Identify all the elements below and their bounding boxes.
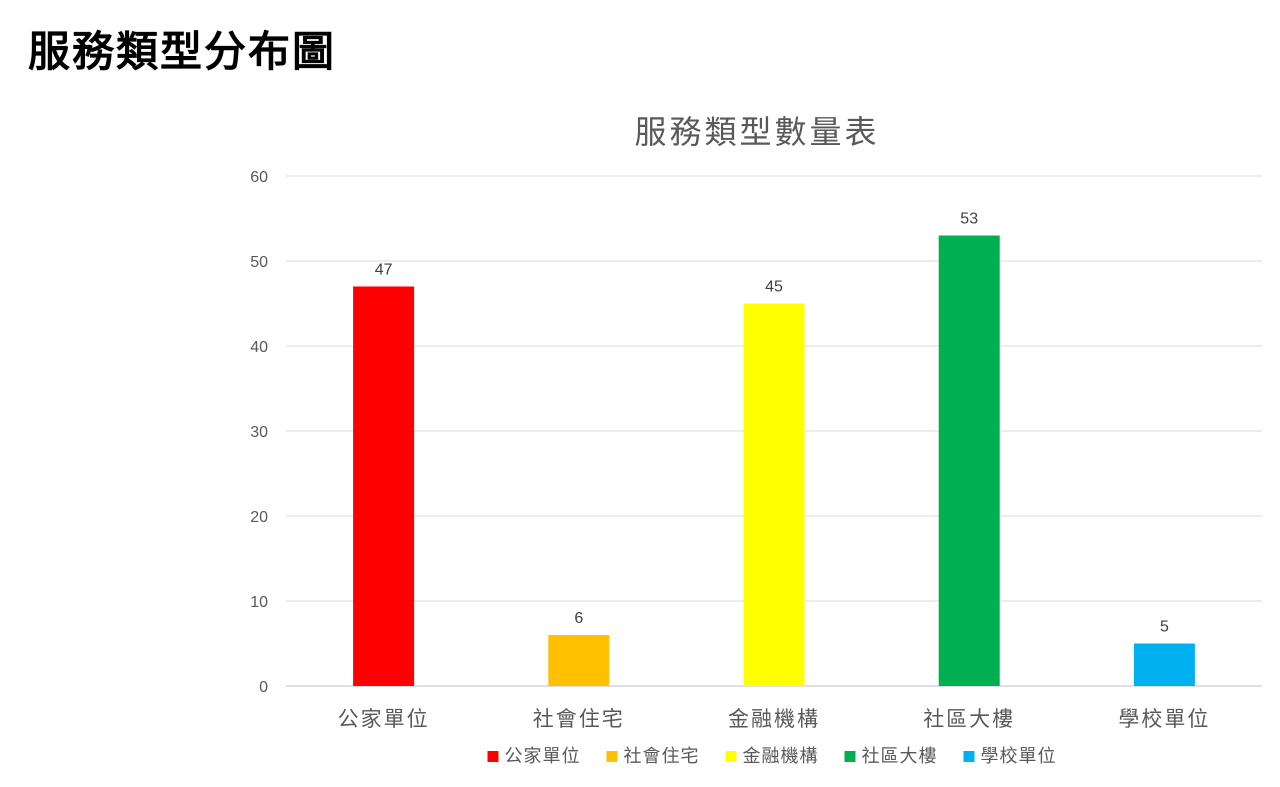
x-axis-categories: 公家單位 社會住宅 金融機構 社區大樓 學校單位 <box>338 707 1210 731</box>
category-label: 社會住宅 <box>533 707 625 731</box>
category-label: 學校單位 <box>1118 707 1210 731</box>
y-tick-label: 40 <box>250 339 268 356</box>
category-label: 公家單位 <box>338 707 430 731</box>
category-label: 金融機構 <box>728 707 820 731</box>
legend-swatch <box>725 751 737 762</box>
data-label: 45 <box>765 279 783 296</box>
page-title: 服務類型分布圖 <box>28 27 337 76</box>
data-label: 5 <box>1160 619 1169 636</box>
legend-swatch <box>844 751 856 762</box>
y-axis-ticks: 0 10 20 30 40 50 60 <box>250 169 268 696</box>
data-label: 6 <box>574 610 583 627</box>
bar <box>743 303 805 686</box>
bars <box>353 235 1195 686</box>
y-tick-label: 30 <box>250 424 268 441</box>
legend-entry: 學校單位 <box>981 746 1057 767</box>
y-tick-label: 10 <box>250 594 268 611</box>
bar <box>353 286 415 686</box>
y-tick-label: 0 <box>259 679 268 696</box>
chart-title: 服務類型數量表 <box>634 113 879 151</box>
category-label: 社區大樓 <box>923 707 1015 731</box>
legend-swatch <box>487 751 499 762</box>
data-label: 47 <box>375 262 393 279</box>
legend: 公家單位 社會住宅 金融機構 社區大樓 學校單位 <box>487 746 1057 767</box>
y-tick-label: 60 <box>250 169 268 186</box>
legend-entry: 社區大樓 <box>862 746 938 767</box>
y-tick-label: 50 <box>250 254 268 271</box>
data-label: 53 <box>960 211 978 228</box>
bar <box>548 635 610 686</box>
legend-entry: 公家單位 <box>505 746 581 767</box>
legend-swatch <box>606 751 618 762</box>
legend-swatch <box>963 751 975 762</box>
bar <box>1133 643 1195 686</box>
y-tick-label: 20 <box>250 509 268 526</box>
data-labels: 47 6 45 53 5 <box>375 211 1169 636</box>
legend-entry: 金融機構 <box>743 746 819 767</box>
bar <box>938 235 1000 686</box>
legend-entry: 社會住宅 <box>624 746 700 767</box>
